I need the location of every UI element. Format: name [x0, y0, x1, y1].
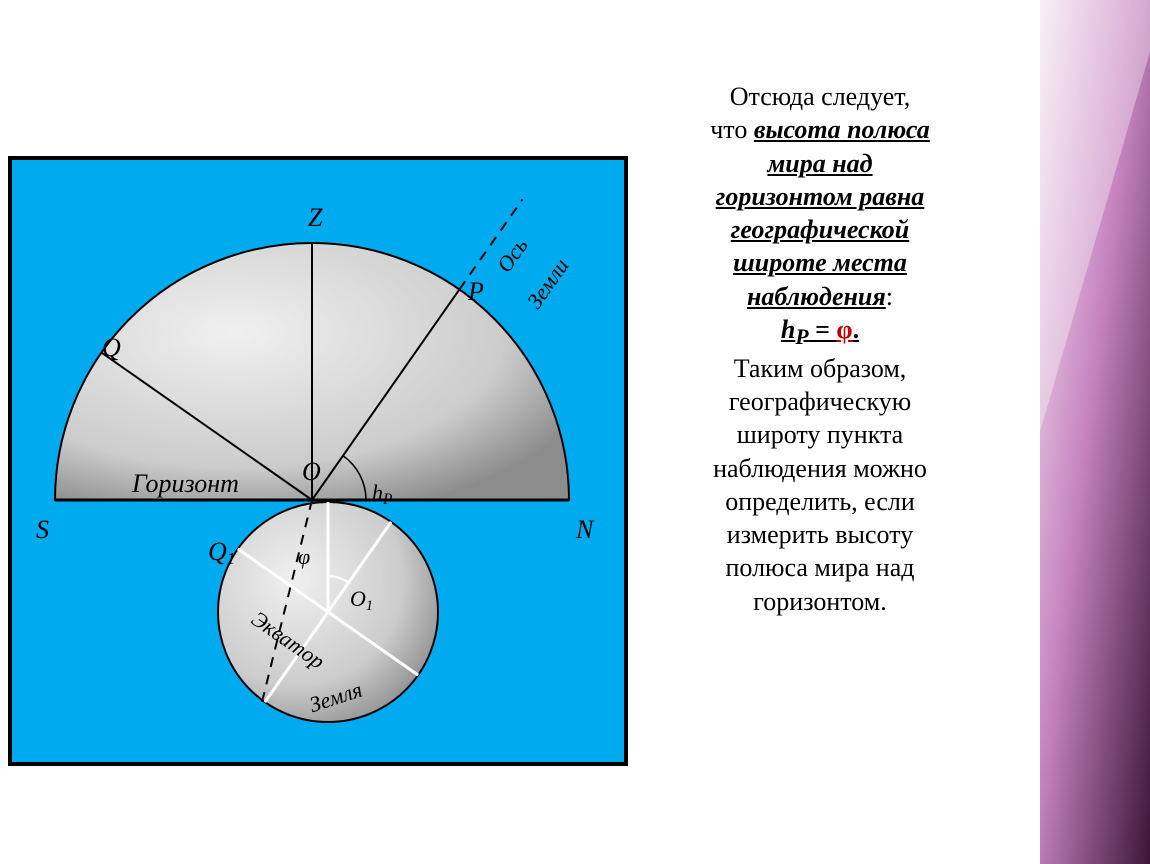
svg-text:Z: Z	[308, 203, 323, 232]
text-line-10: географическую	[635, 385, 1005, 418]
svg-text:Ось: Ось	[492, 233, 533, 277]
text-line-14: измерить высоту	[635, 518, 1005, 551]
diagram-inner: ZPQOSNГоризонтhPQ1ОсьЗемлиφO1ЭкваторЗемл…	[12, 160, 624, 762]
text-line-5: географической	[635, 213, 1005, 246]
text-line-1: Отсюда следует,	[635, 80, 1005, 113]
svg-text:Горизонт: Горизонт	[131, 469, 239, 498]
text-line-13: определить, если	[635, 485, 1005, 518]
svg-text:Q: Q	[102, 333, 121, 362]
eq-lhs: hP	[781, 315, 809, 344]
explanation-text: Отсюда следует, что высота полюса мира н…	[635, 80, 1005, 618]
equation-line: hP = φ.	[635, 313, 1005, 352]
svg-text:Q1: Q1	[208, 537, 235, 568]
eq-rhs-phi: φ	[836, 315, 852, 344]
diagram-frame: ZPQOSNГоризонтhPQ1ОсьЗемлиφO1ЭкваторЗемл…	[8, 156, 628, 766]
text-line-3: мира над	[635, 147, 1005, 180]
text-line-7a: наблюдения	[747, 282, 886, 311]
slide: ZPQOSNГоризонтhPQ1ОсьЗемлиφO1ЭкваторЗемл…	[0, 0, 1150, 864]
eq-dot: .	[853, 315, 860, 344]
celestial-sphere-diagram: ZPQOSNГоризонтhPQ1ОсьЗемлиφO1ЭкваторЗемл…	[12, 160, 624, 762]
text-line-2a: что	[710, 115, 754, 144]
text-line-16: горизонтом.	[635, 585, 1005, 618]
svg-text:O: O	[302, 457, 321, 486]
svg-text:S: S	[36, 515, 49, 544]
svg-text:P: P	[467, 277, 484, 306]
text-line-7: наблюдения:	[635, 280, 1005, 313]
text-line-11: широту пункта	[635, 418, 1005, 451]
svg-text:Земли: Земли	[522, 254, 574, 313]
text-line-6: широте места	[635, 246, 1005, 279]
text-line-4: горизонтом равна	[635, 180, 1005, 213]
decorative-right-band	[1040, 0, 1150, 864]
text-line-2b: высота полюса	[754, 115, 930, 144]
svg-text:N: N	[575, 515, 595, 544]
text-line-9: Таким образом,	[635, 352, 1005, 385]
svg-text:φ: φ	[298, 544, 310, 569]
eq-eq: =	[809, 315, 837, 344]
text-line-15: полюса мира над	[635, 551, 1005, 584]
text-line-12: наблюдения можно	[635, 452, 1005, 485]
text-line-7b: :	[886, 282, 893, 311]
text-line-2: что высота полюса	[635, 113, 1005, 146]
